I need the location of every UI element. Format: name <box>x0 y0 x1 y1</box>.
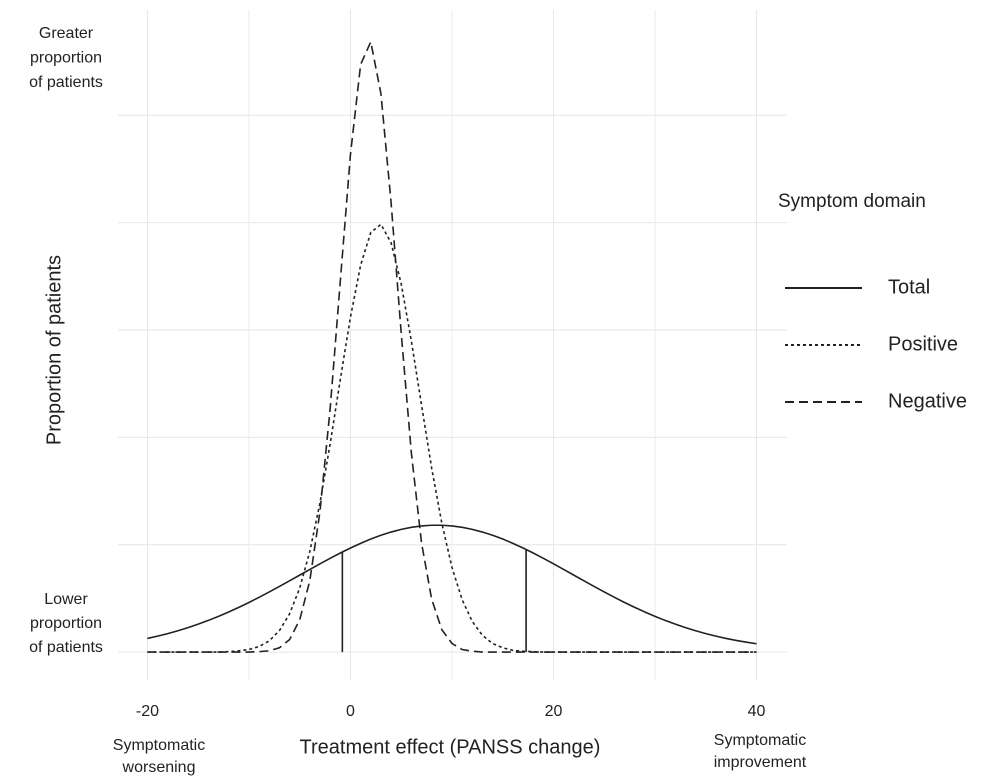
x-tick-label: 0 <box>346 703 355 720</box>
x-tick-label: 40 <box>748 703 766 720</box>
x-left-note: Symptomatic <box>113 737 205 754</box>
y-bottom-note: of patients <box>29 639 103 656</box>
y-axis-label: Proportion of patients <box>43 255 65 445</box>
legend-title: Symptom domain <box>778 191 926 212</box>
x-axis-label: Treatment effect (PANSS change) <box>300 736 601 758</box>
x-right-note: improvement <box>714 754 807 771</box>
series-line <box>147 40 757 653</box>
x-tick-label: -20 <box>136 703 159 720</box>
x-tick-label: 20 <box>545 703 563 720</box>
y-top-note: Greater <box>39 25 94 42</box>
series-line <box>147 223 757 653</box>
y-top-note: proportion <box>30 50 102 67</box>
legend-label: Positive <box>888 333 958 355</box>
y-bottom-note: proportion <box>30 615 102 632</box>
legend-label: Total <box>888 276 930 298</box>
y-top-note: of patients <box>29 74 103 91</box>
y-bottom-note: Lower <box>44 591 88 608</box>
series-line <box>147 524 757 645</box>
x-right-note: Symptomatic <box>714 732 806 749</box>
x-left-note: worsening <box>122 759 196 776</box>
legend-label: Negative <box>888 390 967 412</box>
